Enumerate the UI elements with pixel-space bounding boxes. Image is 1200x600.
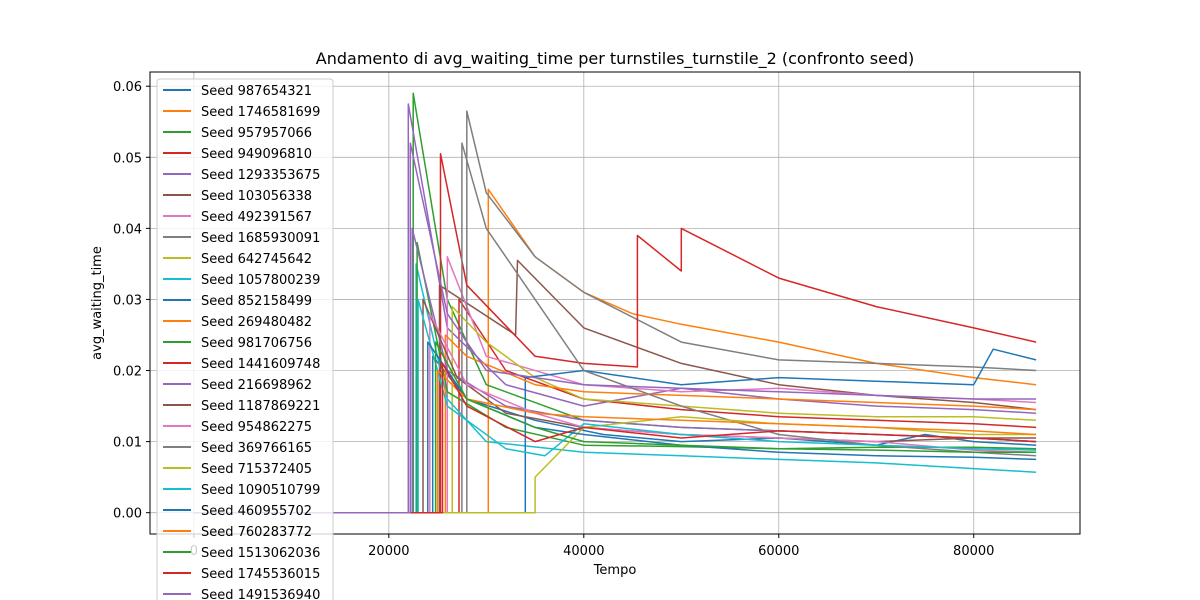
series-line-23 [193,341,1037,514]
series-line-21 [193,341,1037,514]
legend-entry-label: Seed 987654321 [201,84,312,99]
series-line-18 [193,142,1037,514]
legend-entry-label: Seed 1745536015 [201,567,320,582]
legend-entry-label: Seed 954862275 [201,420,312,435]
plot-frame [149,71,1081,535]
series-line-19 [193,415,1037,514]
legend-entry-label: Seed 642745642 [201,252,312,267]
series-line-10 [193,263,1037,514]
legend-entry-label: Seed 1513062036 [201,546,320,561]
y-tick-label: 0.05 [113,151,142,166]
legend-entry-label: Seed 1441609748 [201,357,320,372]
x-tick-label: 80000 [953,544,994,559]
series-line-25 [193,142,1037,514]
x-tick-label: 60000 [758,544,799,559]
y-tick-label: 0.01 [113,436,142,451]
legend-entry-label: Seed 715372405 [201,462,312,477]
legend-entry-label: Seed 981706756 [201,336,312,351]
series-line-11 [193,348,1037,514]
chart-title: Andamento di avg_waiting_time per turnst… [316,49,914,69]
legend-entry-label: Seed 369766165 [201,441,312,456]
series-line-8 [193,110,1037,514]
y-tick-label: 0.02 [113,365,142,380]
legend-entry-label: Seed 1685930091 [201,231,320,246]
y-tick-label: 0.00 [113,507,142,522]
legend-entry-label: Seed 1057800239 [201,273,320,288]
legend-entry-label: Seed 460955702 [201,504,312,519]
legend-entry-label: Seed 216698962 [201,378,312,393]
x-tick-label: 40000 [563,544,604,559]
legend-entry-label: Seed 103056338 [201,189,312,204]
series-line-1 [193,355,1037,514]
series-line-24 [193,362,1037,514]
y-tick-label: 0.04 [113,222,142,237]
legend-entry-label: Seed 269480482 [201,315,312,330]
series-line-4 [193,298,1037,514]
legend-box [156,78,334,600]
y-axis-label: avg_waiting_time [90,246,105,360]
legend-entry-label: Seed 1746581699 [201,105,320,120]
series-line-2 [193,188,1037,514]
axis-ticks: 0200004000060000800000.000.010.020.030.0… [113,80,994,559]
series-line-12 [193,334,1037,514]
series-lines [193,92,1037,514]
legend-entry-label: Seed 957957066 [201,126,312,141]
legend-entry-label: Seed 949096810 [201,147,312,162]
legend-entry-label: Seed 852158499 [201,294,312,309]
series-line-22 [193,369,1037,514]
y-tick-label: 0.06 [113,80,142,95]
legend-entry-label: Seed 760283772 [201,525,312,540]
legend-entry-label: Seed 1293353675 [201,168,320,183]
x-axis-label: Tempo [593,563,637,578]
legend-entry-label: Seed 1491536940 [201,588,320,600]
legend-entry-label: Seed 1090510799 [201,483,320,498]
x-tick-label: 20000 [368,544,409,559]
series-line-5 [193,103,1037,514]
series-line-9 [193,305,1037,514]
y-tick-label: 0.03 [113,293,142,308]
series-line-14 [193,152,1037,514]
legend: Seed 987654321 Seed 1746581699 Seed 957957… [156,78,334,600]
series-line-6 [193,259,1037,514]
legend-entry-label: Seed 1187869221 [201,399,320,414]
series-line-20 [193,298,1037,514]
legend-entry-label: Seed 492391567 [201,210,312,225]
